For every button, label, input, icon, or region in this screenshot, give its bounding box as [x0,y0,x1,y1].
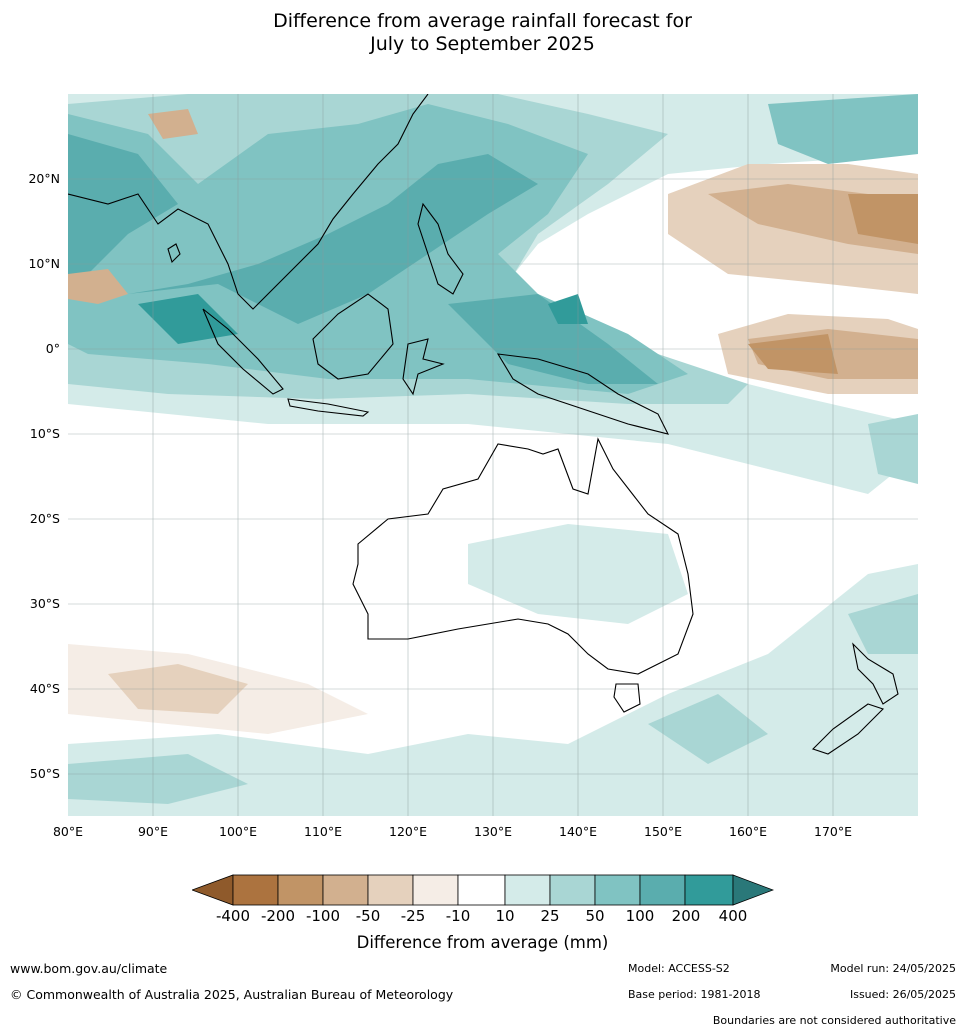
issued-text: Issued: 26/05/2025 [849,988,956,1001]
lon-label-110e: 110°E [303,824,343,839]
lat-label-10s: 10°S [29,426,60,441]
map-canvas [67,93,918,816]
lon-label-100e: 100°E [218,824,258,839]
model-run-text: Model run: 24/05/2025 [830,962,956,975]
coastlines [67,93,899,755]
himalaya-dry [148,109,198,139]
lon-label-160e: 160°E [728,824,768,839]
colorbar-swatch-10 [639,874,686,906]
southeast-wet-patch [868,414,918,484]
colorbar-tick-label: -400 [215,907,251,925]
map-title: Difference from average rainfall forecas… [0,10,965,56]
colorbar-high-extension [732,874,774,906]
colorbar [192,874,774,906]
sri-lanka-coastline [167,243,181,264]
colorbar-swatch-1 [232,874,279,906]
colorbar-swatch-7 [504,874,551,906]
lat-label-0: 0° [45,341,60,356]
colorbar-tick-label: 25 [540,907,560,925]
colorbar-swatch-2 [277,874,324,906]
lon-label-130e: 130°E [473,824,513,839]
colorbar-tick-label: -100 [305,907,341,925]
colorbar-swatch-11 [684,874,734,906]
lat-label-30s: 30°S [29,596,60,611]
australia-coastline [352,437,694,675]
colorbar-tick-label: -10 [445,907,471,925]
colorbar-tick-label: 50 [585,907,605,925]
colorbar-tick-label: 100 [625,907,655,925]
southern-ocean-wet-core [68,594,918,804]
equatorial-dry-core [748,334,838,374]
colorbar-tick-label: -25 [400,907,426,925]
base-period-text: Base period: 1981-2018 [628,988,761,1001]
philippines-coastline [417,202,464,295]
lon-label-140e: 140°E [558,824,598,839]
sumatra-coastline [202,308,284,395]
colorbar-tick-label: 200 [671,907,701,925]
colorbar-swatch-9 [594,874,641,906]
colorbar-swatch-5 [412,874,459,906]
tasmania-coastline [613,683,641,713]
new-zealand-north-coastline [852,642,899,705]
new-zealand-south-coastline [811,703,885,755]
lat-label-20n: 20°N [28,171,60,186]
colorbar-swatch-6 [457,874,506,906]
colorbar-swatch-3 [322,874,369,906]
tropical-wet-band-max [138,294,588,344]
title-line-1: Difference from average rainfall forecas… [273,10,692,32]
model-text: Model: ACCESS-S2 [628,962,730,975]
title-line-2: July to September 2025 [370,33,595,55]
west-pacific-dry-core [848,194,918,244]
tropical-wet-band-core [68,134,658,384]
colorbar-tick-label: 10 [495,907,515,925]
western-arabian-dry [68,269,128,304]
disclaimer-text: Boundaries are not considered authoritat… [712,1014,956,1027]
graticule [68,94,918,816]
colorbar-tick-label: -50 [355,907,381,925]
lat-label-50s: 50°S [29,766,60,781]
colorbar-low-extension [192,874,234,906]
lat-label-40s: 40°S [29,681,60,696]
copyright-text: © Commonwealth of Australia 2025, Austra… [10,987,454,1002]
colorbar-title: Difference from average (mm) [356,933,609,952]
colorbar-tick-label: 400 [718,907,748,925]
colorbar-tick-label: -200 [260,907,296,925]
rainfall-map [67,93,918,816]
sulawesi-coastline [402,338,445,396]
lon-label-90e: 90°E [137,824,169,839]
website-link[interactable]: www.bom.gov.au/climate [10,961,168,976]
colorbar-swatch-4 [367,874,414,906]
northeast-wet-region [768,94,918,164]
lon-label-80e: 80°E [52,824,84,839]
lon-label-150e: 150°E [643,824,683,839]
asia-mainland-coastline [67,93,429,310]
lon-label-120e: 120°E [388,824,428,839]
java-coastline [287,398,370,417]
new-guinea-coastline [496,353,670,435]
lon-label-170e: 170°E [813,824,853,839]
lat-label-10n: 10°N [28,256,60,271]
colorbar-swatch-8 [549,874,596,906]
borneo-coastline [312,293,394,380]
lat-label-20s: 20°S [29,511,60,526]
